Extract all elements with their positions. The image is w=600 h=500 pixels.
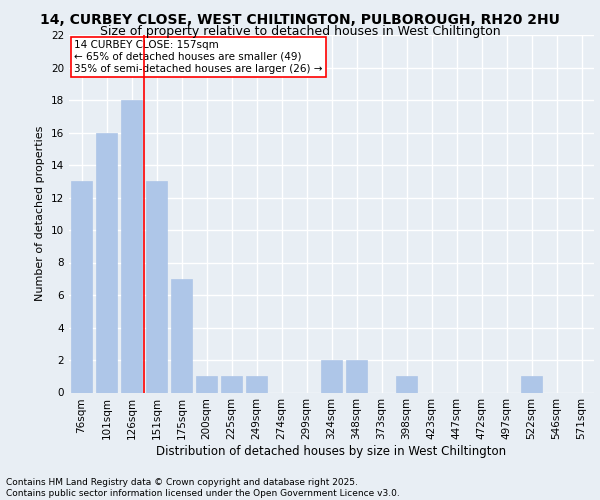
Bar bbox=[221, 376, 242, 392]
Bar bbox=[521, 376, 542, 392]
Bar bbox=[346, 360, 367, 392]
Text: 14 CURBEY CLOSE: 157sqm
← 65% of detached houses are smaller (49)
35% of semi-de: 14 CURBEY CLOSE: 157sqm ← 65% of detache… bbox=[74, 40, 323, 74]
Bar bbox=[121, 100, 142, 392]
Text: Size of property relative to detached houses in West Chiltington: Size of property relative to detached ho… bbox=[100, 25, 500, 38]
Text: Contains HM Land Registry data © Crown copyright and database right 2025.
Contai: Contains HM Land Registry data © Crown c… bbox=[6, 478, 400, 498]
Bar bbox=[71, 182, 92, 392]
Bar bbox=[396, 376, 417, 392]
Bar bbox=[96, 132, 117, 392]
X-axis label: Distribution of detached houses by size in West Chiltington: Distribution of detached houses by size … bbox=[157, 445, 506, 458]
Bar bbox=[321, 360, 342, 392]
Bar bbox=[246, 376, 267, 392]
Bar bbox=[146, 182, 167, 392]
Bar bbox=[171, 279, 192, 392]
Text: 14, CURBEY CLOSE, WEST CHILTINGTON, PULBOROUGH, RH20 2HU: 14, CURBEY CLOSE, WEST CHILTINGTON, PULB… bbox=[40, 12, 560, 26]
Y-axis label: Number of detached properties: Number of detached properties bbox=[35, 126, 46, 302]
Bar bbox=[196, 376, 217, 392]
